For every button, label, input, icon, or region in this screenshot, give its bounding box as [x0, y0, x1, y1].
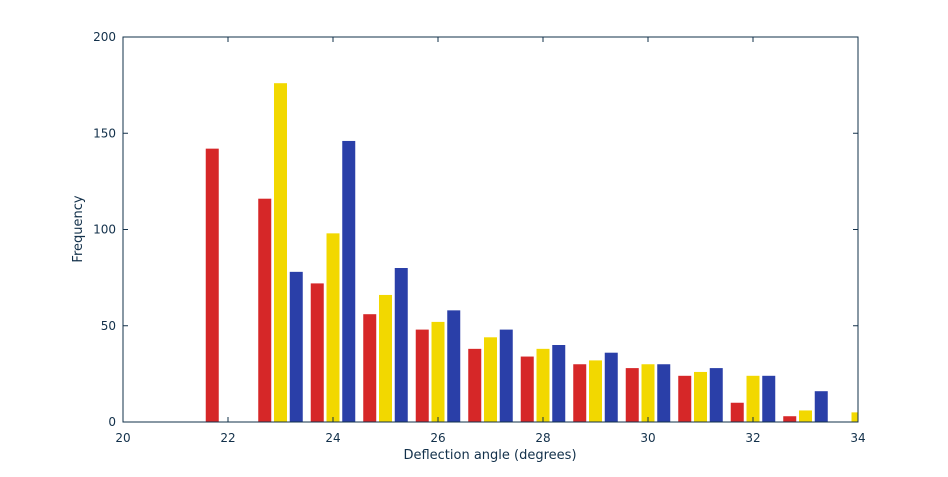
y-tick-label: 200 — [93, 30, 116, 44]
bars-group — [205, 83, 858, 422]
y-tick-label: 50 — [101, 319, 116, 333]
bar-series-2-point-11 — [799, 410, 812, 422]
x-tick-label: 26 — [430, 431, 445, 445]
bar-series-2-point-7 — [589, 360, 602, 422]
bar-series-2-point-10 — [746, 375, 760, 422]
bar-series-1-point-12 — [783, 416, 797, 422]
bar-series-1-point-10 — [678, 375, 692, 422]
x-tick-label: 20 — [115, 431, 130, 445]
bar-series-1-point-9 — [625, 368, 639, 422]
bar-series-3-point-10 — [762, 375, 776, 422]
bar-series-2-point-6 — [536, 348, 550, 422]
bar-series-2-point-4 — [431, 321, 445, 422]
bar-series-2-point-5 — [484, 337, 497, 422]
bar-series-1-point-1 — [205, 148, 219, 422]
bar-series-2-point-9 — [694, 371, 707, 422]
bar-series-1-point-4 — [363, 314, 377, 422]
bar-series-3-point-3 — [394, 268, 408, 422]
x-tick-label: 34 — [850, 431, 865, 445]
bar-series-2-point-1 — [274, 83, 287, 422]
bar-series-1-point-2 — [258, 198, 272, 422]
bar-series-1-point-5 — [415, 329, 429, 422]
bar-series-3-point-2 — [342, 140, 356, 422]
x-axis-title: Deflection angle (degrees) — [403, 448, 576, 463]
x-tick-label: 30 — [640, 431, 655, 445]
y-axis-title: Frequency — [71, 195, 86, 262]
x-tick-label: 22 — [220, 431, 235, 445]
y-tick-label: 150 — [93, 126, 116, 140]
bar-series-3-point-8 — [657, 364, 671, 422]
bar-series-3-point-11 — [814, 391, 828, 422]
bar-series-2-point-8 — [641, 364, 655, 422]
y-tick-label: 100 — [93, 223, 116, 237]
bar-series-1-point-6 — [468, 348, 482, 422]
bar-series-2-point-12 — [851, 412, 858, 422]
axes-group: 20 22 24 26 28 30 32 34 0 50 100 150 200 — [93, 30, 866, 445]
x-tick-label: 28 — [535, 431, 550, 445]
x-tick-label: 32 — [745, 431, 760, 445]
x-tick-label: 24 — [325, 431, 340, 445]
bar-series-1-point-11 — [730, 402, 744, 422]
bar-series-1-point-8 — [573, 364, 587, 422]
bar-series-2-point-2 — [326, 233, 340, 422]
bar-series-1-point-3 — [310, 283, 324, 422]
bar-series-3-point-5 — [499, 329, 513, 422]
bar-series-3-point-4 — [447, 310, 461, 422]
bar-series-3-point-6 — [552, 345, 566, 422]
bar-series-3-point-9 — [709, 368, 723, 422]
bar-series-2-point-3 — [379, 294, 392, 422]
y-tick-label: 0 — [108, 415, 116, 429]
bar-series-1-point-7 — [520, 356, 534, 422]
bar-series-3-point-7 — [604, 352, 618, 422]
bar-series-3-point-1 — [289, 271, 303, 422]
